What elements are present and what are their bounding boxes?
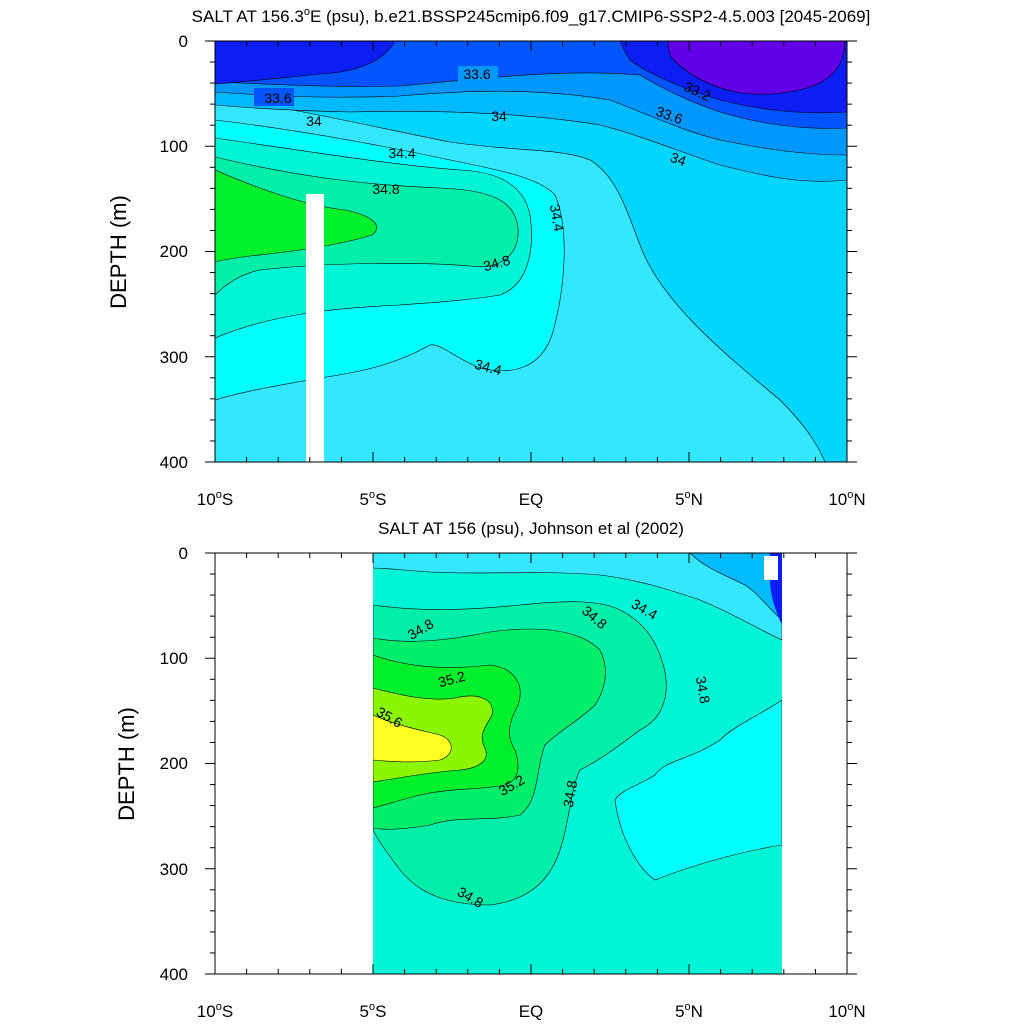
contour-label: 35.2 [437,668,468,691]
y-tick-label: 100 [160,137,188,156]
contour-fill-observed [373,553,782,974]
y-tick-label: 0 [179,32,188,51]
fill-35-0-35-2 [215,169,378,263]
contour-label: 34.8 [693,675,714,705]
x-tick-label: 10oS [197,1001,233,1021]
contour-label: 34 [306,113,322,129]
fill-le-33-2 [667,41,846,95]
y-tick-label: 400 [160,453,188,472]
x-tick-label: 5oN [675,489,703,509]
x-tick-label: EQ [519,490,544,509]
x-tick-label: EQ [519,1002,544,1021]
contour-label: 34.8 [372,181,399,197]
y-tick-label: 300 [160,348,188,367]
contour-label: 33.6 [264,90,291,106]
y-tick-label: 300 [160,860,188,879]
x-tick-label: 5oN [675,1001,703,1021]
fill-ge-35-6 [373,714,452,763]
missing-data-notch [764,556,778,580]
contour-label: 34 [491,108,507,124]
y-axis-title: DEPTH (m) [114,707,139,821]
x-tick-label: 5oS [360,489,387,509]
missing-data-column [306,194,324,462]
x-tick-label: 10oN [828,1001,865,1021]
model-salinity-panel: SALT AT 156.3oE (psu), b.e21.BSSP245cmip… [106,6,870,509]
x-tick-label: 10oN [828,489,865,509]
contour-fill-model [215,41,847,462]
fill-34-2-34-4 [373,553,782,641]
contour-label: 34.8 [482,252,513,275]
x-tick-label: 5oS [360,1001,387,1021]
contour-label: 34.4 [547,203,568,233]
fill-34-0-34-2 [689,553,782,621]
y-tick-label: 100 [160,649,188,668]
panel-title: SALT AT 156.3oE (psu), b.e21.BSSP245cmip… [192,6,871,26]
contour-label: 33.6 [463,66,490,82]
panel-title: SALT AT 156 (psu), Johnson et al (2002) [378,519,684,538]
y-axis-labels: 0 100 200 300 400 [160,544,188,984]
y-tick-label: 400 [160,965,188,984]
y-tick-label: 200 [160,754,188,773]
y-axis-labels: 0 100 200 300 400 [160,32,188,472]
y-tick-label: 200 [160,242,188,261]
contour-label: 34.4 [473,356,504,379]
x-axis-labels: 10oS 5oS EQ 5oN 10oN [197,489,866,509]
axis-ticks [205,40,857,463]
y-tick-label: 0 [179,544,188,563]
x-tick-label: 10oS [197,489,233,509]
y-axis-title: DEPTH (m) [106,195,131,309]
contour-label: 34.8 [560,779,581,809]
contour-label: 34 [668,149,688,169]
contour-label: 34.4 [388,145,415,161]
fill-34-4-34-6 [614,699,782,881]
observed-salinity-panel: SALT AT 156 (psu), Johnson et al (2002) … [114,519,866,1021]
x-axis-labels: 10oS 5oS EQ 5oN 10oN [197,1001,866,1021]
axis-ticks [205,552,857,975]
